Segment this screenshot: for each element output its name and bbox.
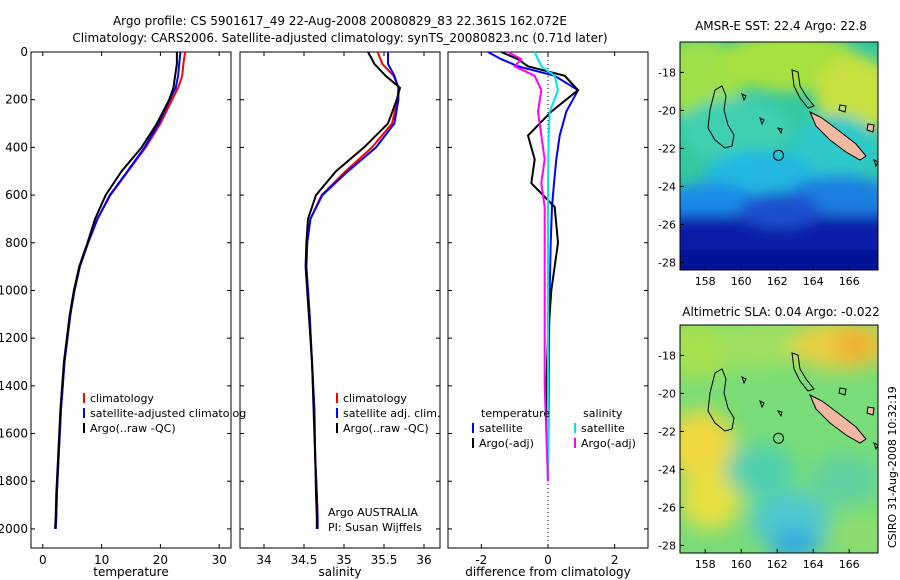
diff-legend-entry: satellite xyxy=(581,422,625,435)
sla-map-ticks: 158 160 162 164 166 -18 -20 -22 -24 -26 -28 xyxy=(658,349,860,571)
map-xtick-label: 162 xyxy=(767,558,788,571)
depth-tick-label: 800 xyxy=(5,236,28,250)
sal-series-satellite-adj-clim- xyxy=(305,52,400,529)
map-ytick-label: -18 xyxy=(658,66,676,79)
map-ytick-label: -20 xyxy=(658,104,676,117)
sla-map: Altimetric SLA: 0.04 Argo: -0.022 xyxy=(658,305,880,571)
sal-series-climatology xyxy=(305,51,400,529)
profile-panels: 0 10 20 30020040060080010001200140016001800… xyxy=(0,45,649,579)
credit-line: Argo AUSTRALIA xyxy=(328,506,418,519)
sal-xtick-label: 35 xyxy=(336,553,351,567)
depth-tick-label: 1200 xyxy=(0,331,28,345)
sal-xlabel: salinity xyxy=(318,565,361,579)
map-xtick-label: 158 xyxy=(695,275,716,288)
depth-tick-label: 2000 xyxy=(0,522,28,536)
figure-title-line2: Climatology: CARS2006. Satellite-adjuste… xyxy=(72,31,607,45)
salinity-profile: 34 34.5 35 35.5 36 salinity climatology satelli… xyxy=(239,51,441,579)
temp-axes-frame xyxy=(30,51,232,549)
map-xtick-label: 162 xyxy=(767,275,788,288)
temp-xtick-label: 10 xyxy=(94,553,109,567)
sst-map-ticks: 158 160 162 164 166 -18 -20 -22 -24 -26 -28 xyxy=(658,66,860,288)
diff-xtick-label: -2 xyxy=(475,553,487,567)
figure-title-line1: Argo profile: CS 5901617_49 22-Aug-2008 … xyxy=(113,14,567,28)
sla-field xyxy=(680,325,878,553)
side-timestamp: CSIRO 31-Aug-2008 10:32:19 xyxy=(886,386,899,548)
sst-map-title: AMSR-E SST: 22.4 Argo: 22.8 xyxy=(695,19,867,33)
sst-map-frame xyxy=(679,41,879,271)
diff-xlabel: difference from climatology xyxy=(465,565,631,579)
depth-tick-label: 400 xyxy=(5,140,28,154)
map-ytick-label: -24 xyxy=(658,463,676,476)
sst-float-marker xyxy=(772,149,784,161)
diff-xtick-label: 2 xyxy=(611,553,619,567)
map-xtick-label: 166 xyxy=(839,558,860,571)
depth-tick-label: 600 xyxy=(5,188,28,202)
map-ytick-label: -22 xyxy=(658,142,676,155)
map-ytick-label: -26 xyxy=(658,218,676,231)
temperature-profile: 0 10 20 30 0 200 400 600 800 1000 1200 1400 1600 1800… xyxy=(0,45,246,579)
depth-tick-label: 1600 xyxy=(0,427,28,441)
sla-float-marker xyxy=(772,432,784,444)
diff-legend-header: temperature xyxy=(481,407,550,420)
diff-xtick-label: 0 xyxy=(544,553,552,567)
map-xtick-label: 160 xyxy=(731,275,752,288)
diff-legend-entry: Argo(-adj) xyxy=(479,437,534,450)
depth-tick-label: 200 xyxy=(5,93,28,107)
depth-tick-label: 0 xyxy=(20,45,28,59)
sla-coastlines xyxy=(707,352,878,451)
map-xtick-label: 166 xyxy=(839,275,860,288)
diff-legend-header: salinity xyxy=(583,407,623,420)
sal-xtick-label: 34 xyxy=(256,553,271,567)
sal-xtick-label: 36 xyxy=(416,553,431,567)
depth-tick-label: 1400 xyxy=(0,379,28,393)
temp-legend-entry: Argo(..raw -QC) xyxy=(90,422,176,435)
depth-tick-label: 1800 xyxy=(0,474,28,488)
sal-legend-entry: climatology xyxy=(343,392,407,405)
diff-series-salinity-satellite xyxy=(533,51,560,482)
sal-axes-frame xyxy=(239,51,441,549)
sal-legend-entry: Argo(..raw -QC) xyxy=(343,422,429,435)
map-xtick-label: 160 xyxy=(731,558,752,571)
sal-xtick-label: 34.5 xyxy=(291,553,318,567)
map-ytick-label: -28 xyxy=(658,539,676,552)
diff-series-salinity-argo-adj- xyxy=(507,51,549,482)
temp-xtick-label: 0 xyxy=(39,553,47,567)
map-ytick-label: -28 xyxy=(658,256,676,269)
map-ytick-label: -24 xyxy=(658,180,676,193)
sla-map-title: Altimetric SLA: 0.04 Argo: -0.022 xyxy=(682,305,879,319)
map-ytick-label: -20 xyxy=(658,387,676,400)
sal-legend-entry: satellite adj. clim. xyxy=(343,407,440,420)
sst-map: AMSR-E SST: 22.4 Argo: 22.8 xyxy=(658,19,879,288)
sla-map-frame xyxy=(679,324,879,554)
map-xtick-label: 158 xyxy=(695,558,716,571)
map-xtick-label: 164 xyxy=(803,275,824,288)
temp-xlabel: temperature xyxy=(93,565,168,579)
temp-legend-entry: climatology xyxy=(90,392,154,405)
map-xtick-label: 164 xyxy=(803,558,824,571)
temp-legend-entry: satellite-adjusted climatolog xyxy=(90,407,246,420)
diff-legend-entry: satellite xyxy=(479,422,523,435)
temp-xtick-label: 20 xyxy=(153,553,168,567)
depth-tick-label: 1000 xyxy=(0,283,28,297)
pi-line: PI: Susan Wijffels xyxy=(328,521,422,534)
map-ytick-label: -22 xyxy=(658,425,676,438)
map-ytick-label: -26 xyxy=(658,501,676,514)
temp-series-argo-raw-qc- xyxy=(54,52,178,529)
temp-xtick-label: 30 xyxy=(212,553,227,567)
sst-coastlines xyxy=(707,69,878,168)
sal-xtick-label: 35.5 xyxy=(371,553,398,567)
sst-field xyxy=(680,42,878,270)
sal-series-argo-raw-qc- xyxy=(304,51,402,529)
map-ytick-label: -18 xyxy=(658,349,676,362)
diff-legend-entry: Argo(-adj) xyxy=(581,437,636,450)
